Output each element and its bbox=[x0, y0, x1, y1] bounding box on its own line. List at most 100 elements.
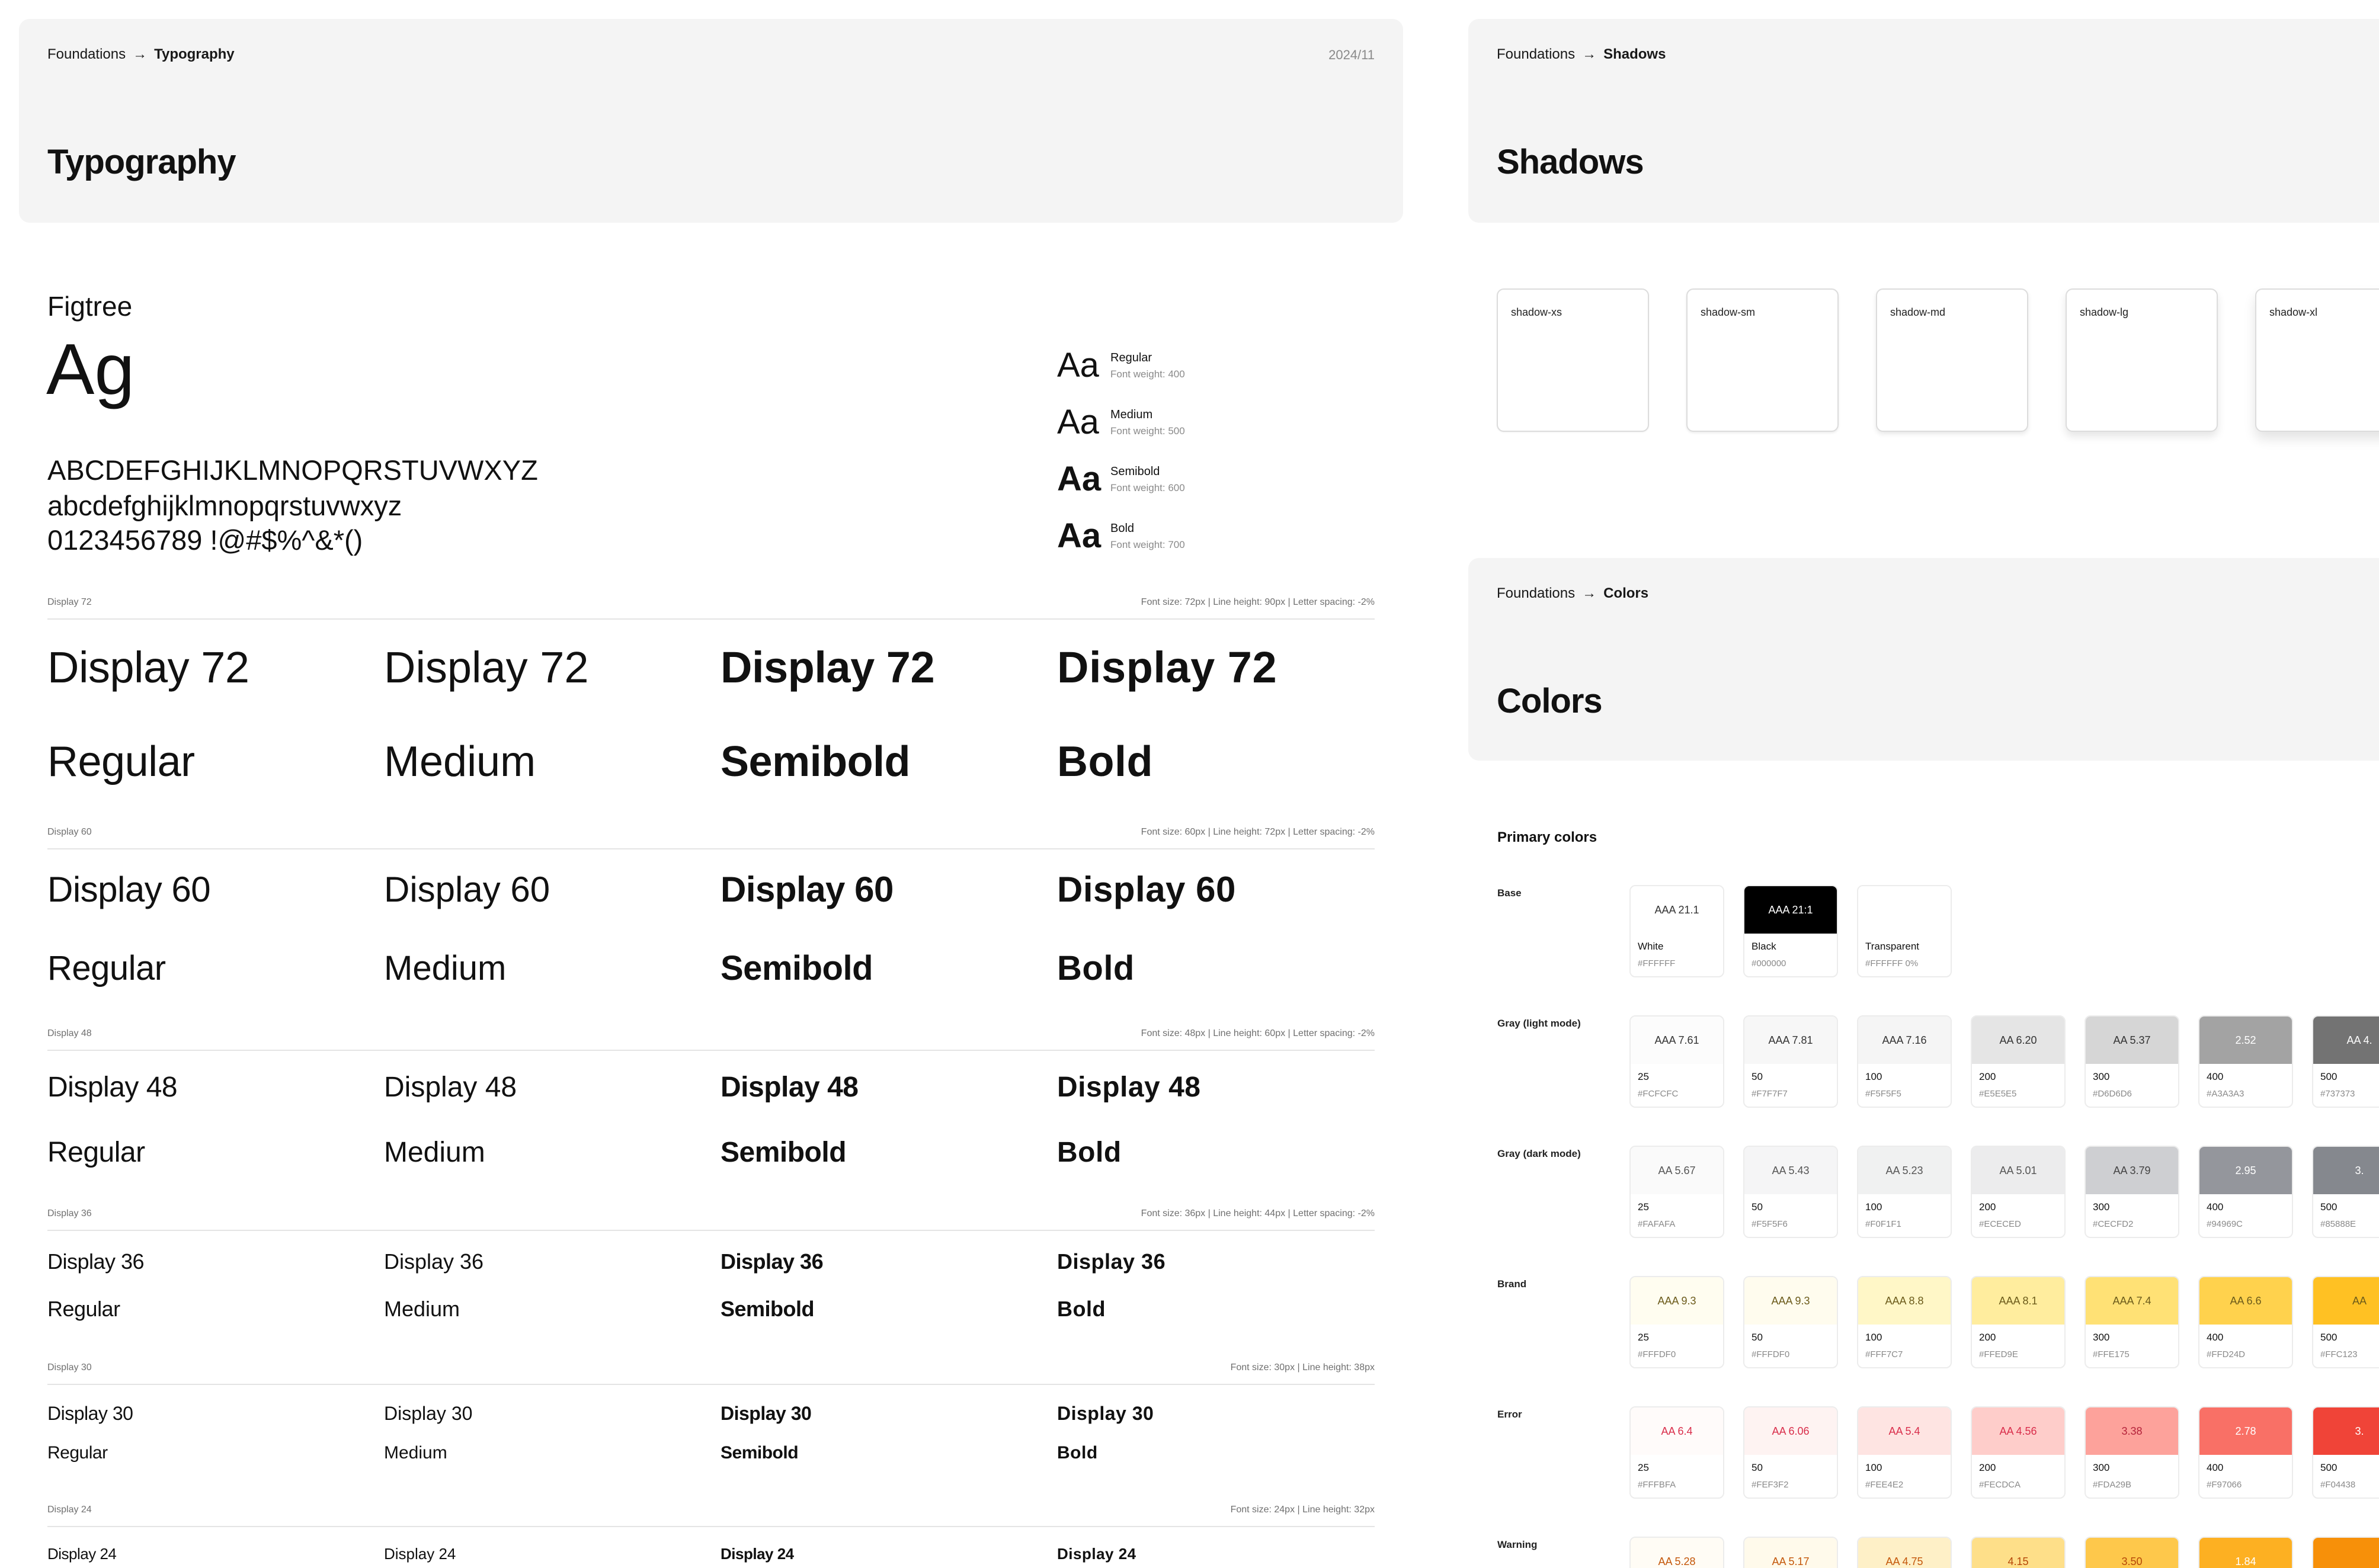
swatch-name: 100 bbox=[1865, 1332, 1882, 1343]
color-swatch[interactable]: AA 5.28 bbox=[1629, 1537, 1724, 1568]
color-swatch[interactable]: AAA 9.3 50 #FFFDF0 bbox=[1743, 1276, 1838, 1368]
color-row-label: Gray (dark mode) bbox=[1497, 1148, 1581, 1159]
swatch-hex: #FDA29B bbox=[2093, 1480, 2132, 1490]
page-title: Shadows bbox=[1497, 143, 1644, 181]
type-style-spec: Font size: 48px | Line height: 60px | Le… bbox=[1141, 1028, 1375, 1038]
display-sample: Display 48 bbox=[384, 1072, 517, 1103]
swatch-hex: #F97066 bbox=[2207, 1480, 2242, 1490]
shadow-card: shadow-xs bbox=[1497, 288, 1649, 432]
display-sample: Display 24 bbox=[47, 1545, 117, 1563]
display-sample: Display 36 bbox=[1057, 1249, 1166, 1274]
weight-label: Bold bbox=[1057, 949, 1135, 987]
color-swatch[interactable]: 3.38 300 #FDA29B bbox=[2085, 1406, 2179, 1499]
weight-sample: Aa bbox=[1057, 346, 1099, 384]
breadcrumb-root[interactable]: Foundations bbox=[1497, 585, 1576, 601]
display-sample: Display 48 bbox=[1057, 1072, 1201, 1103]
color-swatch[interactable]: 2.52 400 #A3A3A3 bbox=[2198, 1015, 2293, 1108]
arrow-right-icon: → bbox=[133, 46, 148, 62]
weight-label: Medium bbox=[384, 1137, 485, 1168]
color-swatch[interactable]: 2.95 400 #94969C bbox=[2198, 1146, 2293, 1238]
color-swatch[interactable]: 4.15 bbox=[1971, 1537, 2066, 1568]
color-swatch[interactable]: AAA 8.1 200 #FFED9E bbox=[1971, 1276, 2066, 1368]
display-sample: Display 72 bbox=[721, 643, 935, 692]
color-row-label: Error bbox=[1497, 1409, 1522, 1420]
font-weight-item: Aa Regular Font weight: 400 bbox=[1057, 348, 1185, 383]
display-sample: Display 36 bbox=[47, 1249, 145, 1274]
contrast-badge: AAA 8.1 bbox=[1972, 1277, 2064, 1325]
color-swatch[interactable]: AA 500 #FFC123 bbox=[2312, 1276, 2379, 1368]
swatch-name: 50 bbox=[1752, 1071, 1763, 1082]
display-sample: Display 60 bbox=[47, 870, 211, 909]
weight-label: Bold bbox=[1057, 1137, 1122, 1168]
swatch-name: 100 bbox=[1865, 1201, 1882, 1213]
color-swatch[interactable]: AAA 21.1 White #FFFFFF bbox=[1629, 885, 1724, 977]
breadcrumb: Foundations → Shadows bbox=[1497, 46, 1666, 63]
color-swatch[interactable]: AA 5.67 25 #FAFAFA bbox=[1629, 1146, 1724, 1238]
display-sample: Display 60 bbox=[384, 870, 550, 909]
shadow-card: shadow-sm bbox=[1686, 288, 1839, 432]
color-swatch[interactable]: AA 5.4 100 #FEE4E2 bbox=[1857, 1406, 1952, 1499]
color-row-label: Base bbox=[1497, 887, 1522, 899]
color-swatch[interactable]: 3. 500 #85888E bbox=[2312, 1146, 2379, 1238]
color-swatch[interactable]: AAA 7.61 25 #FCFCFC bbox=[1629, 1015, 1724, 1108]
display-sample: Display 24 bbox=[384, 1545, 456, 1563]
swatch-hex: #FCFCFC bbox=[1638, 1089, 1679, 1099]
type-style-name: Display 60 bbox=[47, 827, 92, 837]
swatch-name: 200 bbox=[1979, 1201, 1996, 1213]
color-swatch[interactable]: AA 5.43 50 #F5F5F6 bbox=[1743, 1146, 1838, 1238]
color-swatch[interactable]: 2.78 400 #F97066 bbox=[2198, 1406, 2293, 1499]
weight-value: Font weight: 600 bbox=[1110, 482, 1185, 493]
contrast-badge bbox=[2313, 1538, 2379, 1568]
contrast-badge: AA 5.67 bbox=[1631, 1147, 1723, 1194]
color-swatch[interactable]: AAA 8.8 100 #FFF7C7 bbox=[1857, 1276, 1952, 1368]
type-scale-divider: Display 36 Font size: 36px | Line height:… bbox=[47, 1195, 1375, 1231]
breadcrumb: Foundations → Typography bbox=[47, 46, 235, 63]
color-swatch[interactable]: AA 4.75 bbox=[1857, 1537, 1952, 1568]
weight-label: Bold bbox=[1057, 738, 1153, 785]
color-swatch[interactable]: AAA 9.3 25 #FFFDF0 bbox=[1629, 1276, 1724, 1368]
arrow-right-icon: → bbox=[1582, 585, 1597, 601]
breadcrumb-root[interactable]: Foundations bbox=[1497, 46, 1576, 62]
contrast-badge: 4.15 bbox=[1972, 1538, 2064, 1568]
swatch-name: 25 bbox=[1638, 1332, 1649, 1343]
color-swatch[interactable]: 1.84 bbox=[2198, 1537, 2293, 1568]
swatch-name: 25 bbox=[1638, 1462, 1649, 1473]
color-swatch[interactable]: AA 6.06 50 #FEF3F2 bbox=[1743, 1406, 1838, 1499]
color-swatch[interactable]: AAA 21:1 Black #000000 bbox=[1743, 885, 1838, 977]
color-swatch[interactable]: AA 6.6 400 #FFD24D bbox=[2198, 1276, 2293, 1368]
color-row-label: Gray (light mode) bbox=[1497, 1018, 1581, 1029]
shadows-header-card: Foundations → Shadows Shadows bbox=[1468, 19, 2379, 223]
color-swatch[interactable]: AA 6.20 200 #E5E5E5 bbox=[1971, 1015, 2066, 1108]
swatch-name: 400 bbox=[2207, 1071, 2224, 1082]
color-swatch[interactable]: AA 6.4 25 #FFFBFA bbox=[1629, 1406, 1724, 1499]
breadcrumb-root[interactable]: Foundations bbox=[47, 46, 126, 62]
weight-label: Regular bbox=[47, 1297, 120, 1321]
contrast-badge: AA 6.4 bbox=[1631, 1407, 1723, 1455]
color-swatch[interactable]: 3. 500 #F04438 bbox=[2312, 1406, 2379, 1499]
color-swatch[interactable]: AAA 7.16 100 #F5F5F5 bbox=[1857, 1015, 1952, 1108]
swatch-name: 50 bbox=[1752, 1201, 1763, 1213]
color-swatch[interactable]: AAA 7.81 50 #F7F7F7 bbox=[1743, 1015, 1838, 1108]
contrast-badge: AA 4.75 bbox=[1858, 1538, 1951, 1568]
swatch-name: 200 bbox=[1979, 1332, 1996, 1343]
color-swatch[interactable]: 3.50 bbox=[2085, 1537, 2179, 1568]
arrow-right-icon: → bbox=[1582, 46, 1597, 62]
color-swatch[interactable]: AA 5.23 100 #F0F1F1 bbox=[1857, 1146, 1952, 1238]
color-swatch[interactable]: Transparent #FFFFFF 0% bbox=[1857, 885, 1952, 977]
swatch-name: 500 bbox=[2320, 1462, 2338, 1473]
weight-value: Font weight: 700 bbox=[1110, 538, 1185, 550]
color-swatch[interactable]: AA 5.17 bbox=[1743, 1537, 1838, 1568]
color-swatch[interactable]: AA 5.01 200 #ECECED bbox=[1971, 1146, 2066, 1238]
contrast-badge: AA 4.56 bbox=[1972, 1407, 2064, 1455]
font-family-name: Figtree bbox=[47, 291, 133, 322]
contrast-badge: AAA 7.16 bbox=[1858, 1017, 1951, 1064]
color-swatch[interactable] bbox=[2312, 1537, 2379, 1568]
color-swatch[interactable]: AA 4. 500 #737373 bbox=[2312, 1015, 2379, 1108]
color-swatch[interactable]: AA 5.37 300 #D6D6D6 bbox=[2085, 1015, 2179, 1108]
color-swatch[interactable]: AA 4.56 200 #FECDCA bbox=[1971, 1406, 2066, 1499]
weight-label: Medium bbox=[384, 949, 507, 987]
color-swatch[interactable]: AAA 7.4 300 #FFE175 bbox=[2085, 1276, 2179, 1368]
contrast-badge: AA 5.01 bbox=[1972, 1147, 2064, 1194]
color-swatch[interactable]: AA 3.79 300 #CECFD2 bbox=[2085, 1146, 2179, 1238]
type-style-name: Display 36 bbox=[47, 1208, 92, 1219]
